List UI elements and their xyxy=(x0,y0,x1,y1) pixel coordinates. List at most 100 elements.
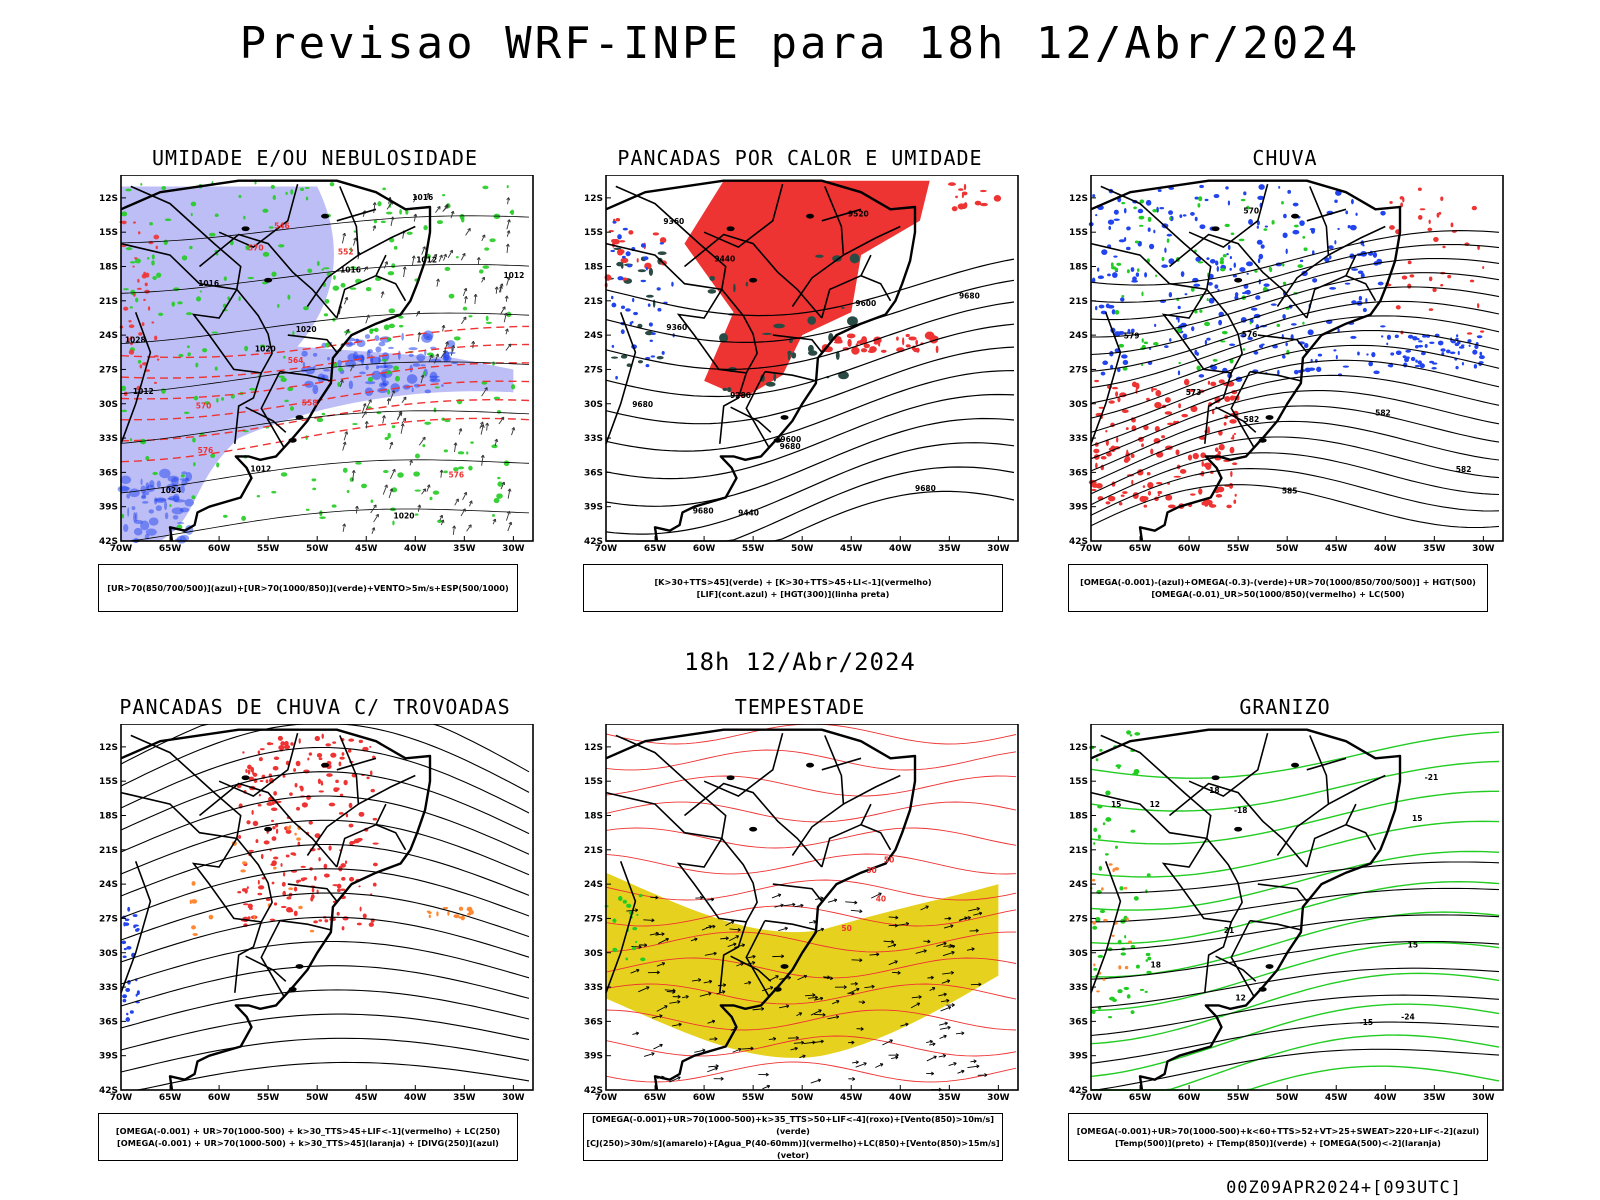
wind850-green xyxy=(612,918,617,923)
omega-green-area xyxy=(1190,287,1195,292)
rain-red-area xyxy=(1469,279,1475,283)
wind-vector xyxy=(436,278,440,282)
lon-tick-label: 70W xyxy=(595,1093,618,1103)
wind-vector xyxy=(463,316,467,320)
wind850-vector xyxy=(944,1021,948,1026)
rain-red-area xyxy=(1436,212,1440,218)
red-contour xyxy=(156,358,160,361)
lat-tick-label: 12S xyxy=(584,194,603,204)
omega-green-area xyxy=(1254,270,1258,273)
rain-red-area xyxy=(1131,479,1134,486)
wind-vector xyxy=(479,421,484,429)
rain-red-area xyxy=(1442,245,1446,249)
lat-tick-label: 27S xyxy=(1069,914,1088,924)
omega-blue-area xyxy=(1257,258,1261,264)
omega-blue-area xyxy=(1177,317,1180,323)
wind-vector xyxy=(411,255,415,266)
wind-vector xyxy=(384,261,389,265)
rain-red-area xyxy=(1164,397,1171,403)
humidity-core xyxy=(140,478,143,486)
omega-blue-area xyxy=(1154,323,1157,327)
storm-red-area xyxy=(358,739,364,744)
humidity-core xyxy=(145,528,157,536)
storm-red-area xyxy=(294,782,298,788)
instability-red-area xyxy=(628,230,634,235)
wind-vector xyxy=(417,504,422,508)
wind850-vector xyxy=(656,962,665,967)
low-level-humidity xyxy=(399,209,402,215)
storm-red-area xyxy=(247,916,251,920)
wind850-vector xyxy=(738,1047,742,1052)
low-level-humidity xyxy=(272,195,276,200)
omega500-orange xyxy=(1093,963,1096,967)
storm-red-area xyxy=(246,886,249,889)
wind850-vector xyxy=(702,1048,706,1053)
lake-mark xyxy=(806,762,815,768)
wind850-vector xyxy=(843,985,847,990)
low-level-humidity xyxy=(484,247,490,251)
storm-red-area xyxy=(273,902,278,906)
legend-chuva: [OMEGA(-0.001)-(azul)+OMEGA(-0.3)-(verde… xyxy=(1068,564,1488,612)
temp-label: 15 xyxy=(1111,800,1121,809)
omega-blue-area xyxy=(1248,219,1253,225)
contour-label: 30 xyxy=(866,866,876,875)
hgt300-label: 9520 xyxy=(848,210,869,219)
lake-mark xyxy=(1265,415,1274,420)
humidity-core xyxy=(123,523,129,533)
wind-vector xyxy=(411,255,416,259)
storm-red-area xyxy=(255,839,259,844)
hgt500-streamline xyxy=(1090,315,1500,389)
low-level-humidity xyxy=(129,437,133,442)
low-level-humidity xyxy=(388,308,396,314)
instability-green-area xyxy=(657,251,667,256)
omega-blue-area xyxy=(1246,272,1249,275)
wind850-vector xyxy=(682,995,689,999)
low-level-humidity xyxy=(284,399,289,403)
map-frame xyxy=(120,724,534,1091)
rain-red-area xyxy=(1154,401,1162,409)
omega-blue-area xyxy=(1366,353,1369,356)
wind850-vector xyxy=(911,996,922,999)
rain-red-area xyxy=(1233,499,1237,504)
temp850-contour xyxy=(1133,896,1139,901)
lifted-index-contour xyxy=(620,305,626,310)
wind850-vector xyxy=(661,962,666,966)
rain-red-area xyxy=(1116,436,1119,443)
rain-red-area xyxy=(1450,222,1454,228)
omega-blue-area xyxy=(1414,344,1419,349)
storm-red-area xyxy=(257,750,261,755)
lat-tick-label: 33S xyxy=(99,434,118,444)
storm-red-area xyxy=(344,860,348,865)
temp850-contour xyxy=(1119,886,1124,891)
instability-green-area xyxy=(719,333,729,343)
storm-red-area xyxy=(348,876,355,882)
lifted-index-contour xyxy=(615,375,618,380)
low-level-humidity xyxy=(243,215,246,220)
storm-red-area xyxy=(298,738,301,744)
wind-vector xyxy=(416,310,420,317)
red-contour xyxy=(133,293,136,297)
rain-red-area xyxy=(1095,462,1098,469)
lon-tick-label: 65W xyxy=(1129,544,1152,554)
temp850-contour xyxy=(1104,853,1109,856)
storm-red-area xyxy=(368,922,374,927)
humidity-core xyxy=(377,365,389,369)
wind-vector xyxy=(345,329,350,336)
low-level-humidity xyxy=(391,263,396,269)
storm-orange-area xyxy=(289,825,292,829)
omega-green-area xyxy=(1246,205,1250,210)
temp850-contour xyxy=(1090,790,1499,845)
omega-blue-area xyxy=(1348,225,1353,228)
wind850-vector xyxy=(634,908,639,913)
divergence-blue xyxy=(135,928,139,932)
instability-red-area xyxy=(951,206,958,212)
low-level-humidity xyxy=(262,251,270,257)
omega-blue-area xyxy=(1415,359,1418,363)
lake-mark xyxy=(321,213,330,219)
wind-vector xyxy=(368,399,372,403)
wind-vector xyxy=(345,328,350,333)
pressure-contour xyxy=(120,361,530,394)
wind-vector xyxy=(441,324,446,329)
low-level-humidity xyxy=(289,406,295,411)
wind850-vector xyxy=(705,925,716,929)
